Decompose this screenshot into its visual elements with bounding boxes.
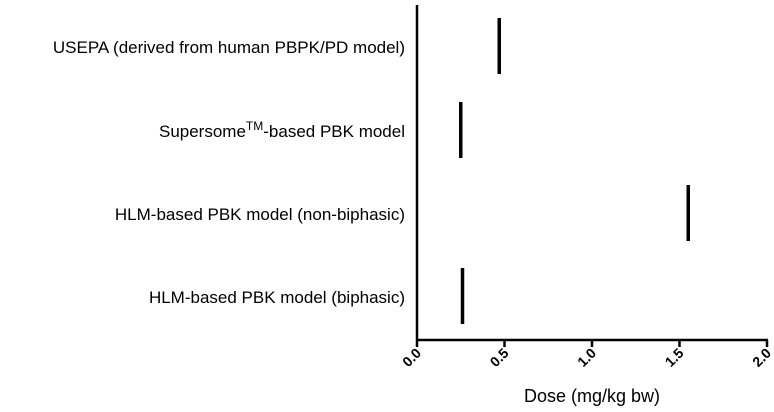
category-label-hlm-nonbiphasic: HLM-based PBK model (non-biphasic) [115, 205, 405, 224]
x-tick-label: 0.0 [399, 345, 424, 370]
x-tick-label: 0.5 [487, 345, 512, 370]
x-tick-label: 1.0 [574, 345, 599, 370]
supersome-superscript: TM [246, 119, 263, 133]
x-axis-ticks: 0.0 0.5 1.0 1.5 2.0 [399, 340, 774, 370]
supersome-tail: -based PBK model [263, 122, 405, 141]
category-label-hlm-biphasic: HLM-based PBK model (biphasic) [149, 288, 405, 307]
x-tick-label: 2.0 [749, 345, 774, 370]
dose-markers [459, 18, 690, 324]
x-tick-label: 1.5 [662, 345, 687, 370]
category-label-supersome: SupersomeTM-based PBK model [159, 119, 405, 141]
supersome-main: Supersome [159, 122, 246, 141]
category-label-usepa: USEPA (derived from human PBPK/PD model) [53, 38, 405, 57]
x-axis-title: Dose (mg/kg bw) [524, 386, 660, 406]
